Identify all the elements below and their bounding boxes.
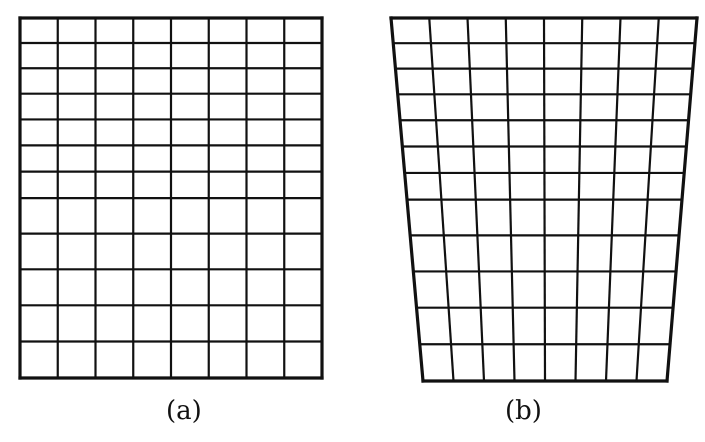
panel-a-label: (a) (166, 396, 202, 426)
panel-b-grid (389, 16, 699, 383)
grid-line-vertical (574, 16, 584, 383)
grid-line-vertical (466, 16, 486, 383)
panel-b-label: (b) (505, 396, 542, 426)
grid-line-vertical (542, 16, 547, 383)
grid-line-vertical (504, 16, 516, 383)
grid-line-vertical (604, 16, 622, 383)
grid-line-vertical (665, 16, 699, 383)
grid-line-vertical (635, 16, 660, 383)
grid-line-vertical (389, 16, 425, 383)
grid-line-vertical (428, 16, 455, 383)
panel-a-grid (18, 16, 324, 380)
